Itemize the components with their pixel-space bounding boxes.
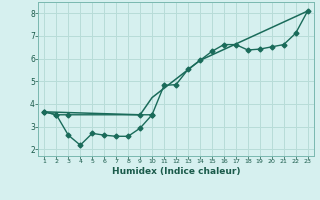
- X-axis label: Humidex (Indice chaleur): Humidex (Indice chaleur): [112, 167, 240, 176]
